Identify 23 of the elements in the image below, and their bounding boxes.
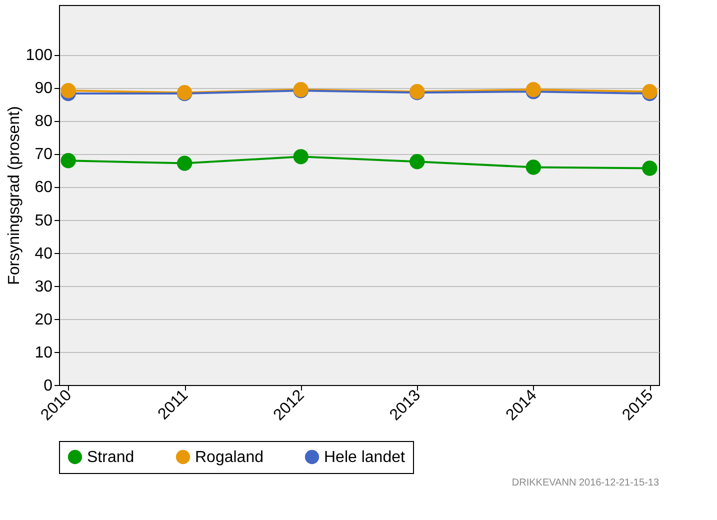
y-tick-label: 10 [34,344,53,362]
y-tick-label: 100 [26,47,53,64]
y-tick-label: 0 [44,378,53,394]
y-tick-label: 40 [34,245,53,262]
y-tick-label: 80 [34,113,53,130]
point [410,154,425,170]
point [642,160,658,176]
legend-label: Rogaland [195,449,264,466]
y-tick-label: 30 [34,278,53,296]
y-tick-label: 90 [34,80,53,98]
y-axis-title: Forsyningsgrad (prosent) [6,106,23,285]
legend-label: Strand [87,449,134,466]
point [177,156,192,171]
text: DRIKKEVANN 2016-12-21-15-13 [512,478,660,488]
legend-label: Hele landet [324,449,406,466]
y-tick-label: 50 [34,212,53,230]
point [293,149,308,164]
y-tick-label: 60 [34,179,53,196]
point [60,83,76,98]
point [60,153,76,168]
y-tick-label: 70 [34,146,53,164]
point [526,160,541,175]
y-tick-label: 20 [34,311,53,328]
